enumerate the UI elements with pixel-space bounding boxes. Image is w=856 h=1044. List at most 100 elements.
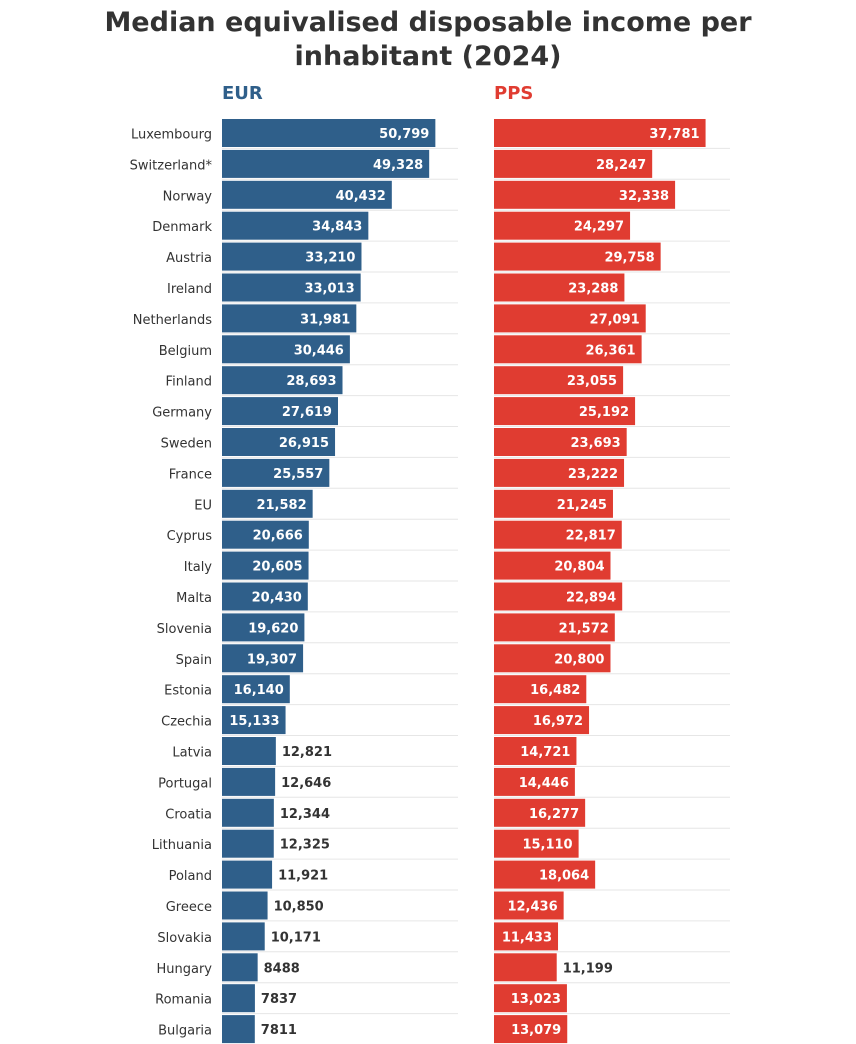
pps-value-label: 23,288 (568, 282, 618, 297)
eur-value-label: 12,646 (281, 776, 331, 791)
pps-value-label: 28,247 (596, 158, 646, 173)
eur-value-label: 8488 (264, 961, 300, 976)
eur-value-label: 10,171 (271, 930, 321, 945)
eur-value-label: 34,843 (312, 220, 362, 235)
eur-value-label: 20,666 (253, 529, 303, 544)
pps-value-label: 26,361 (585, 343, 635, 358)
country-label: Denmark (152, 220, 212, 235)
eur-value-label: 19,620 (248, 621, 298, 636)
country-label: Poland (169, 869, 212, 884)
eur-bar (222, 891, 268, 920)
country-label: Latvia (172, 745, 212, 760)
country-label: Spain (176, 653, 212, 668)
pps-bar (494, 149, 653, 178)
pps-bar (494, 180, 676, 209)
pps-bar (494, 273, 625, 302)
country-label: Romania (155, 993, 212, 1008)
eur-value-label: 7811 (261, 1023, 297, 1038)
pps-value-label: 11,433 (502, 930, 552, 945)
pps-value-label: 24,297 (574, 220, 624, 235)
pps-value-label: 13,079 (511, 1023, 561, 1038)
country-label: Norway (163, 189, 213, 204)
eur-value-label: 12,821 (282, 745, 332, 760)
eur-bar (222, 953, 258, 982)
country-label: Malta (176, 591, 212, 606)
eur-value-label: 50,799 (379, 127, 429, 142)
eur-bar (222, 551, 309, 580)
country-label: Cyprus (167, 529, 213, 544)
pps-value-label: 29,758 (604, 251, 654, 266)
country-label: Ireland (167, 282, 212, 297)
pps-bar (494, 366, 624, 395)
eur-bar (222, 582, 308, 611)
pps-bar (494, 458, 625, 487)
pps-value-label: 16,482 (530, 683, 580, 698)
country-label: Belgium (159, 344, 212, 359)
country-label: Luxembourg (131, 127, 212, 142)
eur-value-label: 33,210 (305, 251, 355, 266)
pps-value-label: 23,055 (567, 374, 617, 389)
eur-panel-label: EUR (222, 83, 263, 104)
pps-value-label: 15,110 (522, 838, 572, 853)
eur-bar (222, 675, 290, 704)
eur-value-label: 49,328 (373, 158, 423, 173)
pps-bar (494, 644, 611, 673)
eur-value-label: 16,140 (234, 683, 284, 698)
country-label: Portugal (158, 776, 212, 791)
pps-bar (494, 922, 559, 951)
eur-bar (222, 304, 357, 333)
pps-bar (494, 428, 627, 456)
eur-value-label: 31,981 (300, 312, 350, 327)
pps-bar (494, 397, 636, 426)
eur-value-label: 26,915 (279, 436, 329, 451)
country-label: France (169, 467, 212, 482)
pps-bar (494, 211, 631, 240)
country-label: Lithuania (152, 838, 212, 853)
chart-title-line-1: Median equivalised disposable income per (104, 7, 752, 38)
eur-bar (222, 829, 274, 858)
pps-bar (494, 551, 611, 580)
eur-value-label: 12,344 (280, 807, 330, 822)
eur-value-label: 20,430 (252, 591, 302, 606)
pps-value-label: 12,436 (507, 900, 557, 915)
eur-bar (222, 149, 430, 178)
country-label: Finland (166, 375, 212, 390)
pps-bar (494, 582, 623, 611)
pps-panel-label: PPS (494, 83, 534, 104)
pps-value-label: 22,894 (566, 591, 616, 606)
pps-bar (494, 489, 613, 518)
pps-value-label: 21,572 (559, 621, 609, 636)
pps-value-label: 16,277 (529, 807, 579, 822)
country-label: Bulgaria (158, 1024, 212, 1039)
pps-value-label: 18,064 (539, 869, 589, 884)
eur-value-label: 33,013 (304, 282, 354, 297)
pps-bar (494, 613, 615, 642)
pps-bar (494, 798, 586, 827)
pps-value-label: 37,781 (649, 127, 699, 142)
pps-value-label: 14,721 (520, 745, 570, 760)
pps-value-label: 23,222 (568, 467, 618, 482)
country-label: Hungary (156, 962, 212, 977)
eur-bar (222, 984, 255, 1013)
eur-bar (222, 335, 350, 364)
pps-bar (494, 984, 567, 1013)
pps-value-label: 22,817 (566, 529, 616, 544)
eur-value-label: 15,133 (229, 714, 279, 729)
eur-bar (222, 211, 369, 240)
pps-bar (494, 119, 706, 147)
country-label: Netherlands (133, 313, 212, 328)
country-label: Greece (166, 900, 212, 915)
eur-value-label: 28,693 (286, 374, 336, 389)
pps-bar (494, 1015, 568, 1044)
country-label: EU (194, 498, 212, 513)
eur-bar (222, 706, 286, 735)
pps-bar (494, 304, 646, 333)
country-label: Switzerland* (130, 158, 213, 173)
country-label: Germany (152, 406, 212, 421)
country-label: Austria (166, 251, 212, 266)
pps-bar (494, 520, 622, 549)
pps-bar (494, 737, 577, 765)
country-label: Estonia (164, 684, 212, 699)
country-label: Croatia (165, 807, 212, 822)
